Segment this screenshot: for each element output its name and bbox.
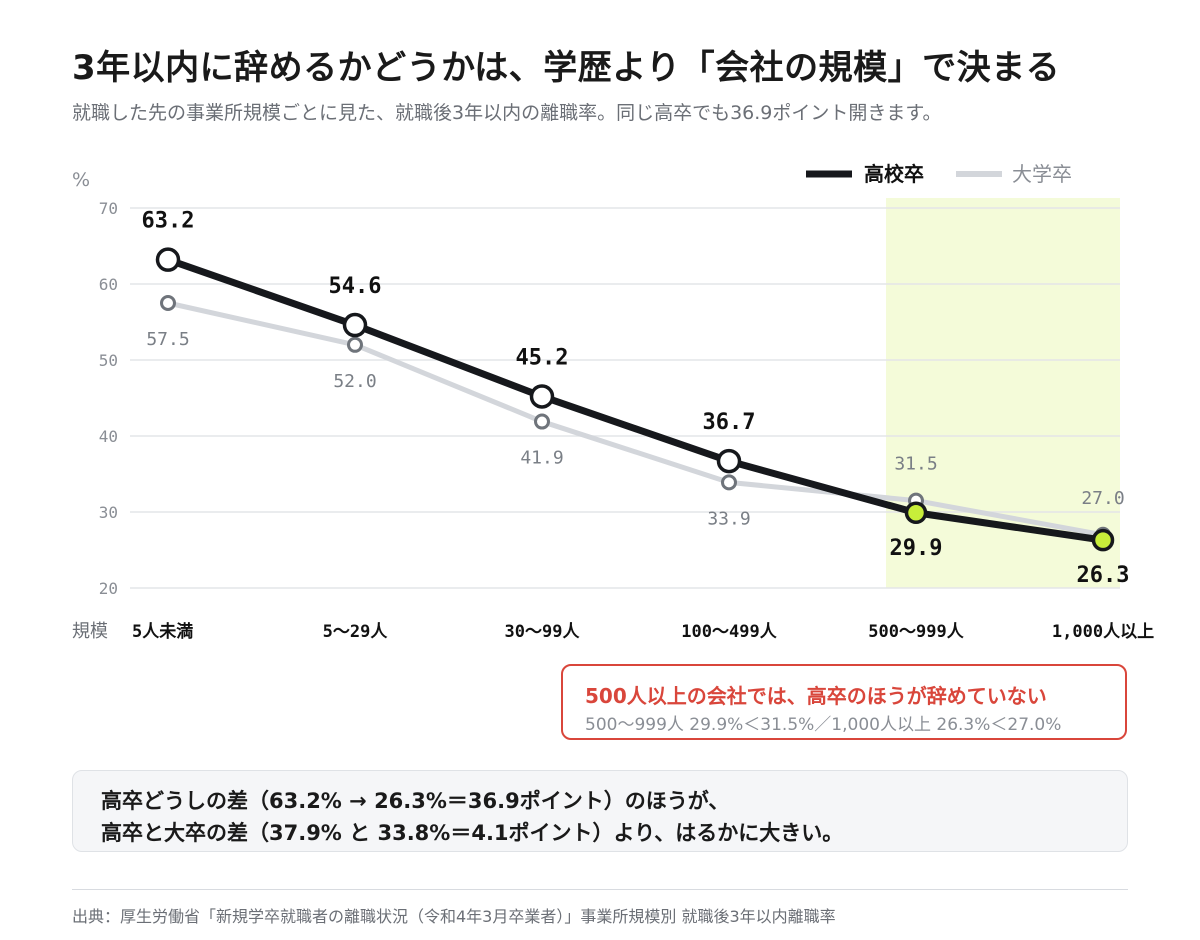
data-point-university — [160, 295, 176, 311]
callout-detail: 500～999人 29.9%＜31.5%／1,000人以上 26.3%＜27.0… — [585, 715, 1062, 735]
data-point-university — [534, 413, 550, 430]
x-tick-label: 5人未満 — [132, 621, 193, 642]
data-point-high-school — [155, 247, 181, 272]
x-tick-label: 100～499人 — [681, 622, 777, 642]
callout-title: 500人以上の会社では、高卒のほうが辞めていない — [585, 684, 1047, 708]
y-tick-label: 20 — [99, 579, 118, 598]
y-tick-label: 50 — [99, 351, 118, 370]
data-label-university: 57.5 — [146, 329, 189, 350]
source-note: 出典：厚生労働省「新規学卒就職者の離職状況（令和4年3月卒業者）」事業所規模別 … — [72, 907, 836, 926]
summary-line-2: 高卒と大卒の差（37.9% と 33.8%＝4.1ポイント）より、はるかに大きい… — [101, 821, 844, 845]
page-subtitle: 就職した先の事業所規模ごとに見た、就職後3年以内の離職率。同じ高卒でも36.9ポ… — [72, 102, 942, 124]
line-chart: 20 30 40 50 60 70% 規模 5人未満 5～29人 30～99人 100～499人 50… — [72, 162, 1154, 642]
y-tick-label: 60 — [99, 275, 118, 294]
data-label-university: 41.9 — [520, 448, 563, 469]
x-tick-label: 5～29人 — [323, 622, 389, 642]
data-label-high-school: 36.7 — [703, 410, 756, 435]
footer-divider — [72, 889, 1128, 890]
data-label-high-school: 45.2 — [516, 345, 569, 370]
data-point-high-school — [716, 448, 742, 474]
data-label-university: 52.0 — [333, 371, 376, 392]
x-tick-label: 1,000人以上 — [1052, 622, 1154, 642]
data-point-high-school — [904, 501, 928, 525]
y-axis-unit: % — [72, 169, 90, 191]
data-label-university: 27.0 — [1081, 488, 1124, 509]
data-label-high-school: 54.6 — [329, 274, 382, 299]
legend-label-high-school: 高校卒 — [864, 162, 924, 186]
y-tick-label: 40 — [99, 427, 118, 446]
data-point-high-school — [1091, 528, 1115, 552]
legend-label-university: 大学卒 — [1012, 162, 1072, 186]
data-label-university: 31.5 — [894, 454, 937, 475]
data-label-high-school: 26.3 — [1077, 563, 1130, 588]
y-tick-label: 70 — [99, 199, 118, 218]
data-point-high-school — [342, 312, 368, 338]
data-point-university — [347, 336, 363, 353]
y-tick-label: 30 — [99, 503, 118, 522]
data-point-university — [721, 474, 737, 491]
data-label-high-school: 29.9 — [890, 536, 943, 561]
page-title: 3年以内に辞めるかどうかは、学歴より「会社の規模」で決まる — [72, 48, 1061, 88]
series-line-high-school — [166, 256, 1104, 544]
x-tick-label: 500～999人 — [868, 622, 964, 642]
series-line-university — [167, 300, 1104, 538]
x-tick-label: 30～99人 — [505, 622, 581, 642]
data-label-university: 33.9 — [707, 508, 750, 529]
data-point-high-school — [529, 384, 555, 409]
callout-box: 500人以上の会社では、高卒のほうが辞めていない 500～999人 29.9%＜… — [561, 664, 1127, 740]
summary-line-1: 高卒どうしの差（63.2% → 26.3%＝36.9ポイント）のほうが、 — [101, 789, 730, 813]
data-label-high-school: 63.2 — [142, 209, 195, 234]
summary-box: 高卒どうしの差（63.2% → 26.3%＝36.9ポイント）のほうが、 高卒と… — [72, 770, 1128, 852]
x-axis-label: 規模 — [72, 621, 108, 642]
